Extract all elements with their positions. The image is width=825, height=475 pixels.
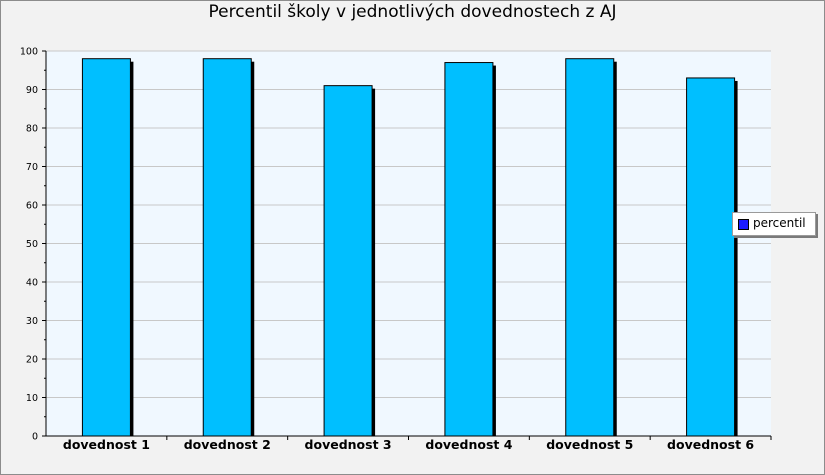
y-tick-label: 60 [26, 201, 38, 212]
bar [323, 85, 373, 437]
y-tick-label: 20 [26, 355, 38, 366]
legend: percentil [732, 212, 816, 236]
y-tick-label: 10 [26, 393, 38, 404]
y-tick-label: 90 [26, 85, 38, 96]
x-tick-label: dovednost 4 [425, 437, 512, 452]
chart-title: Percentil školy v jednotlivých dovednost… [208, 2, 617, 22]
y-tick-label: 40 [26, 278, 38, 289]
bar [202, 58, 252, 437]
legend-swatch [738, 219, 749, 230]
y-tick-label: 70 [26, 162, 38, 173]
legend-label: percentil [753, 216, 806, 230]
x-tick-label: dovednost 3 [305, 437, 392, 452]
x-tick-label: dovednost 6 [667, 437, 754, 452]
y-tick-label: 30 [26, 316, 38, 327]
bar [81, 58, 131, 437]
x-tick-label: dovednost 2 [184, 437, 271, 452]
y-tick-label: 50 [26, 239, 38, 250]
y-tick-label: 100 [20, 47, 38, 58]
bar [444, 62, 494, 437]
y-tick-label: 0 [32, 432, 38, 443]
y-tick-label: 80 [26, 124, 38, 135]
x-tick-label: dovednost 1 [63, 437, 150, 452]
x-tick-label: dovednost 5 [546, 437, 633, 452]
bar [565, 58, 615, 437]
bar [686, 77, 736, 437]
